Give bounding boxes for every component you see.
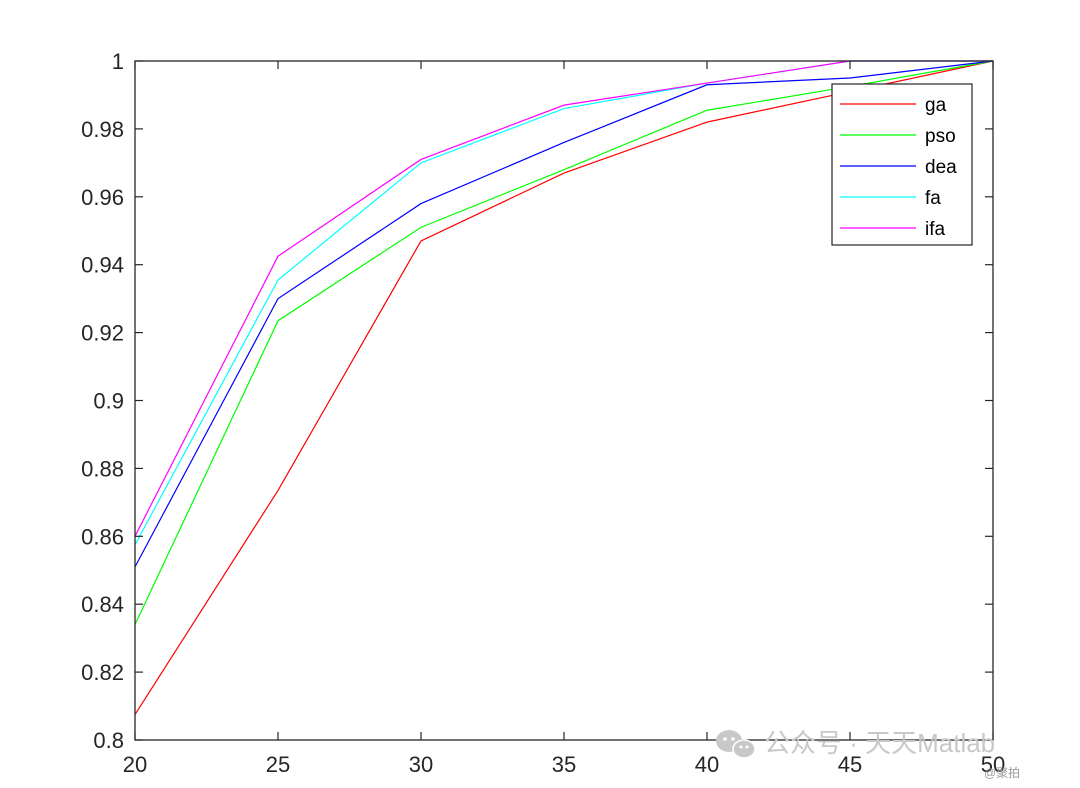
legend-box	[831, 83, 973, 246]
wechat-icon	[716, 730, 756, 759]
y-tick-label: 0.84	[81, 592, 124, 617]
legend-label-fa: fa	[925, 188, 941, 209]
x-tick-label: 40	[695, 752, 719, 777]
y-tick-label: 0.92	[81, 321, 124, 346]
y-tick-label: 0.94	[81, 253, 124, 278]
watermark-text: 公众号 · 天天Matlab	[764, 728, 995, 758]
legend: ga pso dea fa ifa	[831, 83, 973, 246]
y-tick-label: 0.8	[93, 728, 124, 753]
y-tick-label: 0.9	[93, 389, 124, 414]
legend-label-dea: dea	[925, 157, 957, 178]
x-tick-label: 50	[981, 752, 1005, 777]
y-tick-label: 1	[112, 49, 124, 74]
x-tick-label: 45	[838, 752, 862, 777]
x-tick-label: 20	[123, 752, 147, 777]
axis-ticks: 20 25 30 35 40 45 50 0.8 0.82 0.84 0.86 0.88 0.9 0.92…	[81, 49, 1005, 777]
y-tick-label: 0.86	[81, 524, 124, 549]
watermark: 公众号 · 天天Matlab @聚拍	[716, 728, 1020, 780]
y-tick-label: 0.96	[81, 185, 124, 210]
x-tick-label: 30	[409, 752, 433, 777]
series-line-dea	[134, 60, 994, 568]
x-tick-label: 35	[552, 752, 576, 777]
y-tick-label: 0.88	[81, 456, 124, 481]
legend-label-ga: ga	[925, 95, 947, 116]
watermark-small-text: @聚拍	[984, 765, 1020, 780]
y-tick-label: 0.82	[81, 660, 124, 685]
y-tick-label: 0.98	[81, 117, 124, 142]
x-tick-label: 25	[266, 752, 290, 777]
legend-label-ifa: ifa	[925, 219, 946, 240]
legend-label-pso: pso	[925, 126, 956, 147]
